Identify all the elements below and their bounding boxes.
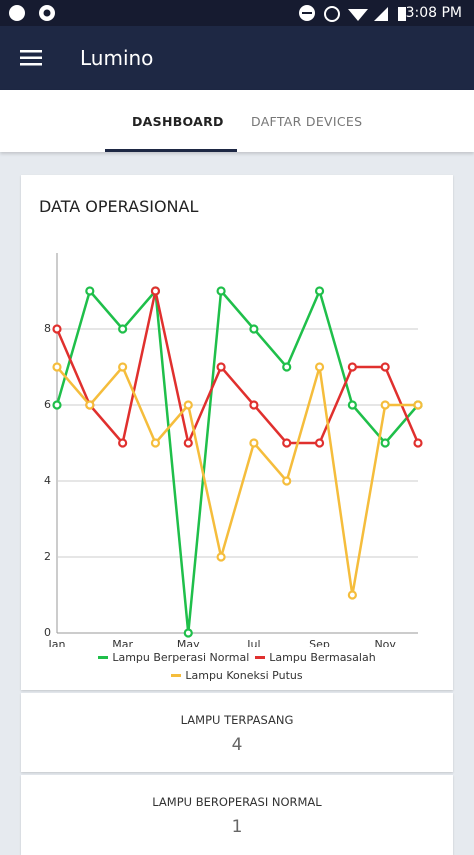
data-point bbox=[380, 438, 390, 448]
menu-button[interactable] bbox=[20, 48, 44, 68]
data-point bbox=[282, 362, 292, 372]
data-point bbox=[216, 552, 226, 562]
series-line bbox=[56, 365, 418, 597]
data-point bbox=[150, 286, 161, 296]
stat-value: 4 bbox=[231, 735, 243, 755]
legend-item[interactable]: Lampu Bermasalah bbox=[255, 651, 376, 664]
data-point bbox=[314, 286, 325, 296]
data-point bbox=[413, 438, 423, 448]
data-point bbox=[380, 362, 390, 372]
y-tick-label: 2 bbox=[44, 550, 51, 563]
x-tick-label: May bbox=[177, 638, 200, 647]
series-line bbox=[55, 289, 419, 635]
data-point bbox=[249, 324, 259, 334]
chart-card: DATA OPERASIONAL 0 2 4 6 8 Jan Mar May Jul Sep Nov… bbox=[21, 175, 453, 690]
data-point bbox=[118, 362, 128, 372]
x-tick-label: Jan bbox=[48, 638, 66, 647]
data-point bbox=[314, 362, 325, 372]
y-tick-label: 6 bbox=[44, 398, 51, 411]
app-bar: Lumino bbox=[0, 26, 474, 90]
data-point bbox=[52, 324, 62, 334]
data-point bbox=[183, 438, 193, 448]
data-point bbox=[347, 590, 357, 600]
data-point bbox=[249, 400, 259, 410]
legend-label: Lampu Koneksi Putus bbox=[185, 669, 303, 682]
legend-item[interactable]: Lampu Berperasi Normal bbox=[98, 651, 249, 664]
data-point bbox=[413, 400, 423, 410]
data-point bbox=[150, 438, 161, 448]
stat-value: 1 bbox=[231, 817, 243, 837]
legend-label: Lampu Berperasi Normal bbox=[112, 651, 250, 664]
stat-card: LAMPU TERPASANG 4 bbox=[21, 693, 453, 772]
status-bar: 3:08 PM bbox=[0, 0, 474, 26]
data-point bbox=[85, 400, 95, 410]
data-point bbox=[347, 400, 357, 410]
data-point bbox=[118, 438, 128, 448]
stat-card: LAMPU BEROPERASI NORMAL 1 bbox=[21, 775, 453, 855]
data-point bbox=[249, 438, 259, 448]
chart-title: DATA OPERASIONAL bbox=[39, 197, 199, 216]
data-point bbox=[183, 400, 193, 410]
status-icons bbox=[9, 5, 55, 21]
data-point bbox=[314, 438, 325, 448]
data-point bbox=[118, 324, 128, 334]
data-point bbox=[183, 628, 193, 638]
tab-indicator bbox=[105, 149, 237, 152]
data-point bbox=[85, 286, 95, 296]
y-tick-label: 0 bbox=[44, 626, 51, 639]
stat-label: LAMPU BEROPERASI NORMAL bbox=[152, 795, 322, 809]
chart: 0 2 4 6 8 Jan Mar May Jul Sep Nov bbox=[44, 253, 423, 647]
data-point bbox=[52, 400, 62, 410]
app-title: Lumino bbox=[80, 46, 154, 70]
legend-item[interactable]: Lampu Koneksi Putus bbox=[171, 669, 303, 682]
data-point bbox=[282, 438, 292, 448]
x-tick-label: Mar bbox=[112, 638, 133, 647]
tab[interactable]: DAFTAR DEVICES bbox=[251, 114, 363, 129]
legend-label: Lampu Bermasalah bbox=[269, 651, 376, 664]
legend-swatch bbox=[171, 674, 182, 677]
data-point bbox=[216, 362, 226, 372]
legend-swatch bbox=[255, 656, 266, 659]
x-tick-label: Sep bbox=[309, 638, 330, 647]
tab[interactable]: DASHBOARD bbox=[132, 114, 224, 129]
legend-swatch bbox=[98, 656, 109, 659]
tab-bar: DASHBOARD DAFTAR DEVICES bbox=[0, 90, 474, 152]
legend: Lampu Berperasi Normal Lampu Bermasalah La… bbox=[87, 651, 387, 682]
series-line bbox=[55, 289, 420, 445]
data-point bbox=[52, 362, 62, 372]
clock: 3:08 PM bbox=[405, 5, 462, 21]
x-tick-label: Jul bbox=[246, 638, 260, 647]
data-point bbox=[347, 362, 357, 372]
x-tick-label: Nov bbox=[374, 638, 396, 647]
y-tick-label: 4 bbox=[44, 474, 51, 487]
y-tick-label: 8 bbox=[44, 322, 51, 335]
data-point bbox=[380, 400, 390, 410]
data-point bbox=[216, 286, 226, 296]
stat-label: LAMPU TERPASANG bbox=[180, 713, 294, 727]
system-icons bbox=[299, 5, 406, 22]
data-point bbox=[282, 476, 292, 486]
